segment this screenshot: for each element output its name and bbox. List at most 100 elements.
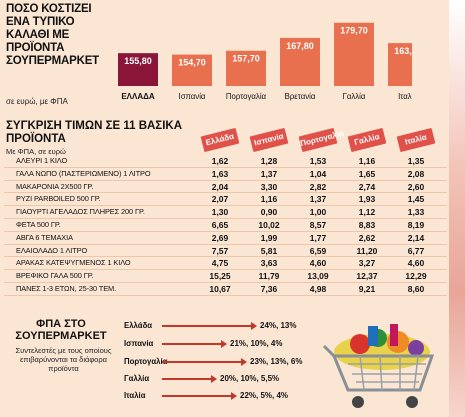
vat-rates: 21%, 10%, 4% [230, 339, 283, 348]
price-cell: 2,14 [407, 232, 425, 243]
price-cell: 2,69 [211, 232, 229, 243]
table-row: ΒΡΕΦΙΚΟ ΓΑΛΑ 500 ΓΡ. 15,25 11,79 13,09 12,37… [4, 270, 447, 283]
bar-value-label: 155,80 [124, 56, 152, 66]
bar-category-label: Πορτογαλία [226, 92, 267, 101]
vat-rates: 20%, 10%, 5,5% [220, 374, 280, 383]
price-cell: 1,53 [309, 156, 327, 166]
price-cell: 2,07 [211, 194, 229, 205]
vat-country: Ιταλία [124, 391, 146, 400]
price-cell: 1,12 [358, 207, 376, 218]
bar-value-label: 179,70 [340, 26, 368, 36]
price-cell: 1,35 [407, 156, 425, 166]
bar-5 [388, 43, 412, 86]
price-cell: 7,36 [260, 283, 278, 294]
vat-arrow [162, 322, 257, 330]
table-row: ΓΑΛΑ ΝΩΠΟ (ΠΑΣΤΕΡΙΩΜΕΝΟ) 1 ΛΙΤΡΟ 1,63 1,37… [4, 168, 447, 181]
bar-0 [118, 53, 158, 86]
column-header: Ιταλία [396, 127, 436, 153]
price-cell: 4,98 [309, 283, 327, 294]
table-row: ΑΛΕΥΡΙ 1 ΚΙΛΟ 1,62 1,28 1,53 1,16 1,35 [4, 155, 447, 168]
price-cell: 12,29 [405, 271, 427, 282]
vat-arrow [162, 375, 217, 383]
price-cell: 11,79 [258, 271, 280, 282]
price-cell: 10,02 [258, 219, 280, 230]
product-name: ΓΑΛΑ ΝΩΠΟ (ΠΑΣΤΕΡΙΩΜΕΝΟ) 1 ΛΙΤΡΟ [16, 168, 151, 178]
price-cell: 2,08 [407, 168, 425, 179]
bar-value-label: 167,80 [286, 41, 314, 51]
table-row: ΜΑΚΑΡΟΝΙΑ 2Χ500 ΓΡ. 2,04 3,30 2,82 2,74 2,60 [4, 181, 447, 194]
price-cell: 0,90 [260, 207, 278, 218]
product-name: ΠΑΝΕΣ 1-3 ΕΤΩΝ, 25-30 ΤΕΜ. [16, 283, 117, 293]
column-header: Πορτογαλία [298, 127, 345, 153]
bar-value-label: 157,70 [232, 54, 260, 64]
price-cell: 3,27 [358, 258, 376, 269]
price-cell: 1,93 [358, 194, 376, 205]
basket-chart-subtitle: σε ευρώ, με ΦΠΑ [6, 97, 68, 106]
bar-4 [334, 22, 374, 87]
price-cell: 3,30 [260, 181, 278, 192]
vat-arrow [162, 340, 227, 348]
product-name: ΑΛΕΥΡΙ 1 ΚΙΛΟ [16, 156, 68, 165]
vat-country: Ισπανία [124, 339, 154, 348]
price-cell: 2,82 [309, 181, 327, 192]
price-cell: 4,60 [309, 258, 327, 269]
price-cell: 1,99 [260, 232, 278, 243]
vat-rates: 24%, 13% [260, 321, 297, 330]
table-row: ΕΛΑΙΟΛΑΔΟ 1 ΛΙΤΡΟ 7,57 5,81 6,59 11,20 6,77 [4, 245, 447, 258]
price-cell: 2,04 [211, 181, 229, 192]
price-cell: 8,19 [407, 219, 425, 230]
bar-2 [226, 50, 266, 86]
price-cell: 8,60 [407, 283, 425, 294]
product-name: ΜΑΚΑΡΟΝΙΑ 2Χ500 ΓΡ. [16, 181, 94, 191]
shopping-cart-icon [322, 324, 435, 408]
table-subtitle: Με ΦΠΑ, σε ευρώ [6, 147, 66, 156]
bar-category-label: Ισπανία [179, 92, 206, 101]
basket-bar-chart: 155,80 ΕΛΛΑΔΑ 154,70 Ισπανία 157,70 Πορτογαλί… [118, 22, 412, 101]
vat-arrow [162, 358, 247, 366]
product-name: ΕΛΑΙΟΛΑΔΟ 1 ΛΙΤΡΟ [16, 245, 88, 255]
price-cell: 2,74 [358, 181, 376, 192]
product-name: ΒΡΕΦΙΚΟ ΓΑΛΑ 500 ΓΡ. [16, 271, 94, 281]
vat-title: ΦΠΑ ΣΤΟ ΣΟΥΠΕΡΜΑΡΚΕΤ [15, 318, 107, 342]
price-cell: 6,77 [407, 245, 425, 256]
vat-country: Πορτογαλία [124, 357, 168, 366]
price-cell: 1,04 [309, 168, 327, 179]
price-cell: 1,28 [260, 156, 278, 166]
price-cell: 1,45 [407, 194, 425, 205]
bar-category-label: Βρετανία [285, 92, 316, 101]
bar-category-label: Γαλλία [343, 92, 366, 101]
table-row: ΑΒΓΑ 6 ΤΕΜΑΧΙΑ 2,69 1,99 1,77 2,62 2,14 [4, 232, 447, 245]
product-name: ΑΒΓΑ 6 ΤΕΜΑΧΙΑ [16, 232, 73, 242]
price-cell: 1,77 [309, 232, 327, 243]
table-title: ΣΥΓΚΡΙΣΗ ΤΙΜΩΝ ΣΕ 11 ΒΑΣΙΚΑ ΠΡΟΪΟΝΤΑ [6, 120, 183, 145]
bar-3 [280, 37, 320, 86]
price-cell: 6,65 [211, 219, 229, 230]
price-cell: 1,30 [211, 207, 229, 218]
price-cell: 2,62 [358, 232, 376, 243]
bar-1 [172, 54, 212, 86]
product-name: ΑΡΑΚΑΣ ΚΑΤΕΨΥΓΜΕΝΟΣ 1 ΚΙΛΟ [16, 258, 131, 268]
price-cell: 1,16 [260, 194, 278, 205]
price-cell: 1,16 [358, 156, 376, 166]
price-cell: 3,63 [260, 258, 278, 269]
column-header: Γαλλία [347, 127, 387, 153]
price-cell: 6,59 [309, 245, 327, 256]
price-cell: 9,21 [358, 283, 376, 294]
bar-category-label: ΕΛΛΑΔΑ [121, 92, 155, 101]
photo-strip [449, 0, 465, 417]
price-cell: 2,60 [407, 181, 425, 192]
price-cell: 1,65 [358, 168, 376, 179]
table-row: ΠΑΝΕΣ 1-3 ΕΤΩΝ, 25-30 ΤΕΜ. 10,67 7,36 4,98 9… [4, 283, 447, 296]
price-cell: 1,62 [211, 156, 229, 166]
price-cell: 7,57 [211, 245, 229, 256]
product-name: ΓΙΑΟΥΡΤΙ ΑΓΕΛΑΔΟΣ ΠΛΗΡΕΣ 200 ΓΡ. [16, 207, 145, 217]
bar-value-label: 163,70 [394, 46, 412, 56]
price-cell: 4,60 [407, 258, 425, 269]
column-header: Ισπανία [249, 127, 289, 153]
price-cell: 1,33 [407, 207, 425, 218]
price-cell: 12,37 [356, 271, 378, 282]
price-cell: 11,20 [356, 245, 378, 256]
vat-country: Γαλλία [124, 374, 150, 383]
vat-arrow [162, 392, 237, 400]
